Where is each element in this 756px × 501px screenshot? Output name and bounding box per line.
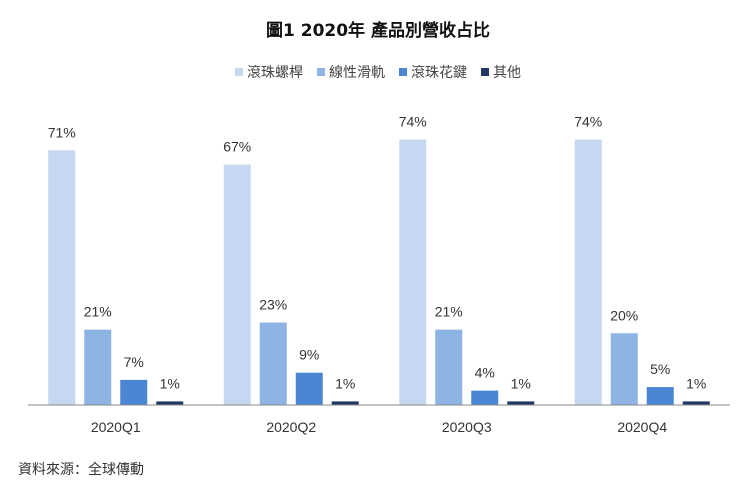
source-note: 資料來源：全球傳動 <box>18 461 144 478</box>
data-label-2020q3-series-1: 74% <box>399 114 427 130</box>
legend-label: 滾珠螺桿 <box>247 65 303 81</box>
legend-item-3: 滾珠花鍵 <box>399 65 467 81</box>
legend-swatch <box>399 68 407 76</box>
data-labels: 71% 21% 7% 1% 67% 23% 9% 1% 74% 21% 4% 1% 74% 20% 5% 1% <box>48 114 707 392</box>
bar-2020q4-series-2 <box>610 333 638 405</box>
bar-2020q2-series-4 <box>331 401 359 405</box>
legend-label: 其他 <box>493 65 521 81</box>
chart-title: 圖1 2020年 產品別營收占比 <box>266 20 490 41</box>
data-label-2020q2-series-2: 23% <box>259 296 287 312</box>
bar-2020q3-series-2 <box>435 329 463 405</box>
data-label-2020q3-series-4: 1% <box>511 375 531 391</box>
legend-swatch <box>235 68 243 76</box>
bar-2020q1-series-1 <box>48 150 76 405</box>
bars <box>48 139 710 405</box>
bar-2020q4-series-1 <box>574 139 602 405</box>
bar-2020q1-series-4 <box>156 401 184 405</box>
bar-2020q3-series-3 <box>471 390 499 405</box>
x-tick-label-2020q1: 2020Q1 <box>91 419 141 435</box>
x-tick-label-2020q4: 2020Q4 <box>617 419 667 435</box>
legend-item-1: 滾珠螺桿 <box>235 65 303 81</box>
data-label-2020q3-series-2: 21% <box>435 304 463 320</box>
legend-label: 線性滑軌 <box>329 64 385 81</box>
data-label-2020q4-series-4: 1% <box>686 375 706 391</box>
legend-item-2: 線性滑軌 <box>317 64 385 81</box>
legend-swatch <box>481 68 489 76</box>
bar-2020q2-series-2 <box>259 322 287 405</box>
bar-2020q2-series-1 <box>223 164 251 405</box>
bar-2020q2-series-3 <box>295 372 323 405</box>
x-axis-tick-labels: 2020Q1 2020Q2 2020Q3 2020Q4 <box>91 419 668 435</box>
data-label-2020q1-series-3: 7% <box>124 354 144 370</box>
bar-2020q1-series-3 <box>120 379 148 405</box>
data-label-2020q3-series-3: 4% <box>475 365 495 381</box>
data-label-2020q4-series-3: 5% <box>650 361 670 377</box>
data-label-2020q1-series-4: 1% <box>160 375 180 391</box>
bar-2020q3-series-4 <box>507 401 535 405</box>
data-label-2020q1-series-2: 21% <box>84 304 112 320</box>
data-label-2020q2-series-1: 67% <box>223 139 251 155</box>
x-tick-label-2020q2: 2020Q2 <box>266 419 316 435</box>
data-label-2020q4-series-1: 74% <box>574 114 602 130</box>
legend-item-4: 其他 <box>481 65 521 81</box>
data-label-2020q4-series-2: 20% <box>610 307 638 323</box>
legend: 滾珠螺桿 線性滑軌 滾珠花鍵 其他 <box>235 64 521 81</box>
bar-2020q3-series-1 <box>399 139 427 405</box>
data-label-2020q1-series-1: 71% <box>48 124 76 140</box>
legend-swatch <box>317 68 325 76</box>
data-label-2020q2-series-3: 9% <box>299 347 319 363</box>
bar-2020q4-series-3 <box>646 387 674 405</box>
bar-2020q4-series-4 <box>682 401 710 405</box>
x-tick-label-2020q3: 2020Q3 <box>442 419 492 435</box>
data-label-2020q2-series-4: 1% <box>335 375 355 391</box>
bar-2020q1-series-2 <box>84 329 112 405</box>
legend-label: 滾珠花鍵 <box>411 65 467 81</box>
